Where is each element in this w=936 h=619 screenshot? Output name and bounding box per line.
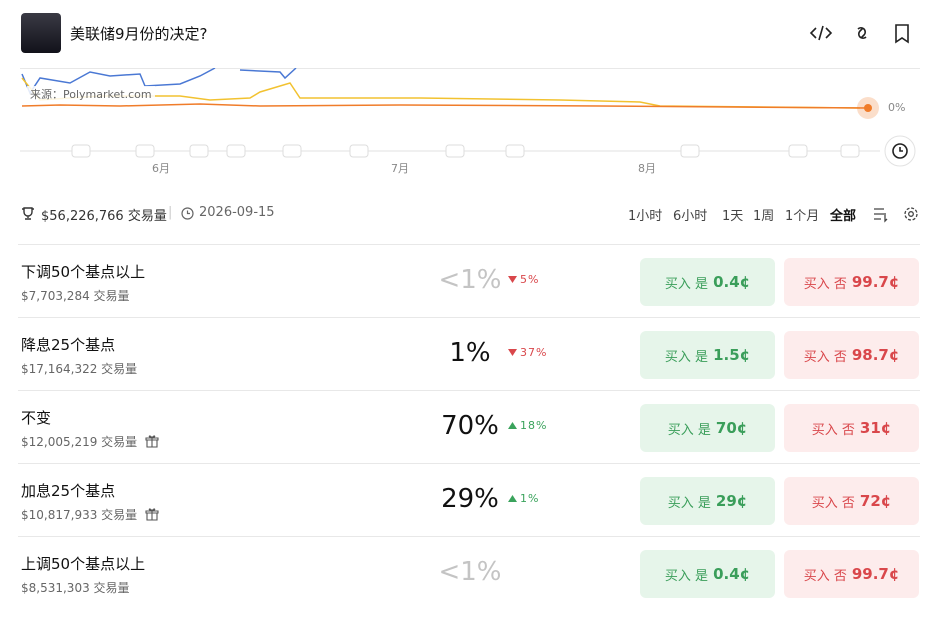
outcome-name: 加息25个基点	[21, 482, 116, 500]
button-price: 99.7¢	[851, 273, 900, 291]
buy-yes-button[interactable]: 买入 是 0.4¢	[640, 550, 775, 598]
change-value: 1%	[520, 492, 540, 505]
change: 37%	[508, 346, 547, 359]
outcome-volume: $10,817,933 交易量	[21, 506, 159, 523]
probability: 70%	[441, 411, 499, 441]
separator: |	[168, 205, 173, 220]
range-tab[interactable]: 6小时	[673, 209, 708, 224]
outcome-volume: $17,164,322 交易量	[21, 362, 138, 376]
button-label: 买入 否	[811, 495, 855, 511]
month-label: 8月	[638, 162, 656, 175]
header-icons[interactable]	[800, 20, 920, 46]
title: 美联储9月份的决定?	[70, 25, 208, 43]
outcome-volume: $8,531,303 交易量	[21, 581, 130, 595]
button-label: 买入 是	[664, 276, 709, 292]
buy-yes-button[interactable]: 买入 是 0.4¢	[640, 258, 775, 306]
price-chart	[20, 68, 916, 167]
button-price: 0.4¢	[713, 565, 751, 583]
probability: 1%	[449, 338, 491, 368]
change-value: 5%	[520, 273, 540, 286]
button-label: 买入 是	[667, 422, 711, 438]
range-tab[interactable]: 全部	[830, 209, 857, 224]
trophy-icon	[22, 207, 34, 220]
buy-yes-button[interactable]: 买入 是 70¢	[640, 404, 775, 452]
buy-no-button[interactable]: 买入 否 72¢	[784, 477, 919, 525]
change: 1%	[508, 492, 539, 505]
outcome-name: 不变	[21, 409, 52, 427]
button-label: 买入 否	[803, 349, 847, 365]
buy-yes-button[interactable]: 买入 是 29¢	[640, 477, 775, 525]
button-price: 31¢	[859, 419, 892, 437]
button-price: 1.5¢	[713, 346, 751, 364]
divider	[20, 68, 920, 69]
button-label: 买入 否	[803, 276, 847, 292]
clock-icon	[181, 207, 194, 220]
button-price: 0.4¢	[713, 273, 751, 291]
outcome-name: 下调50个基点以上	[21, 263, 146, 281]
outcome-row[interactable]: 加息25个基点 $10,817,933 交易量 29% 1% 买入 是 29¢ 买入 否 72…	[18, 463, 920, 537]
chart-tools[interactable]	[872, 205, 922, 223]
range-tab[interactable]: 1周	[753, 209, 775, 224]
change-value: 18%	[520, 419, 548, 432]
range-tab[interactable]: 1个月	[785, 209, 820, 224]
button-price: 29¢	[715, 492, 748, 510]
buy-no-button[interactable]: 买入 否 31¢	[784, 404, 919, 452]
change: 5%	[508, 273, 539, 286]
button-label: 买入 是	[664, 568, 709, 584]
outcome-volume: $12,005,219 交易量	[21, 433, 159, 450]
outcome-name: 上调50个基点以上	[21, 555, 146, 573]
button-label: 买入 是	[667, 495, 711, 511]
outcome-row[interactable]: 下调50个基点以上 $7,703,284 交易量 <1% 5% 买入 是 0.4¢ 买入 否…	[18, 244, 920, 318]
chart-source: 来源：Polymarket.com	[27, 86, 155, 102]
buy-yes-button[interactable]: 买入 是 1.5¢	[640, 331, 775, 379]
change: 18%	[508, 419, 547, 432]
month-label: 7月	[391, 162, 409, 175]
end-date: 2026-09-15	[199, 205, 275, 220]
buy-no-button[interactable]: 买入 否 98.7¢	[784, 331, 919, 379]
buy-no-button[interactable]: 买入 否 99.7¢	[784, 550, 919, 598]
probability: <1%	[438, 265, 502, 295]
button-price: 98.7¢	[851, 346, 900, 364]
probability: <1%	[438, 557, 502, 587]
month-label: 6月	[152, 162, 170, 175]
probability: 29%	[441, 484, 499, 514]
button-price: 72¢	[859, 492, 892, 510]
button-label: 买入 否	[811, 422, 855, 438]
total-volume: $56,226,766 交易量	[41, 209, 167, 224]
button-label: 买入 否	[803, 568, 847, 584]
y-label: 0%	[888, 101, 906, 114]
button-price: 99.7¢	[851, 565, 900, 583]
button-price: 70¢	[715, 419, 748, 437]
outcome-row[interactable]: 上调50个基点以上 $8,531,303 交易量 <1% 买入 是 0.4¢ 买入 否 99…	[18, 536, 920, 610]
range-tab[interactable]: 1小时	[628, 209, 663, 224]
outcome-volume: $7,703,284 交易量	[21, 289, 130, 303]
outcome-name: 降息25个基点	[21, 336, 116, 354]
outcome-row[interactable]: 不变 $12,005,219 交易量 70% 18% 买入 是 70¢ 买入 否 31¢	[18, 390, 920, 464]
avatar	[21, 13, 61, 53]
buy-no-button[interactable]: 买入 否 99.7¢	[784, 258, 919, 306]
button-label: 买入 是	[664, 349, 709, 365]
range-tab[interactable]: 1天	[722, 209, 744, 224]
change-value: 37%	[520, 346, 548, 359]
